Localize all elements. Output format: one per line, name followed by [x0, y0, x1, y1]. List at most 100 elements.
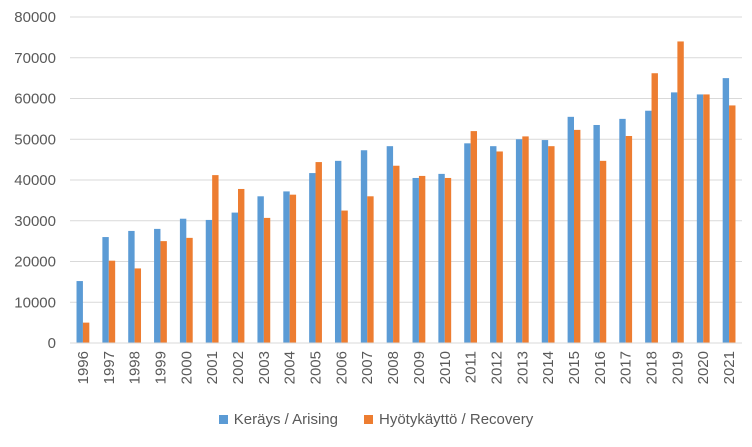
bar-arising	[645, 110, 652, 343]
x-tick-label: 2014	[540, 351, 557, 384]
bar-arising	[619, 118, 626, 343]
bar-arising	[76, 281, 83, 343]
x-tick-label: 2017	[618, 351, 635, 384]
bar-recovery	[574, 129, 581, 343]
x-tick-label: 2009	[411, 351, 428, 384]
bar-arising	[360, 150, 368, 343]
x-axis-ticks: 1996 1997 1998 1999 2000 2001 2002 2003 2004 2005…	[75, 351, 738, 384]
bar-arising	[386, 146, 394, 343]
y-tick-label: 0	[48, 335, 56, 352]
x-tick-label: 2006	[333, 351, 350, 384]
y-tick-label: 10000	[14, 294, 56, 311]
bar-arising	[102, 237, 109, 343]
x-tick-label: 2012	[488, 351, 505, 384]
legend-item-arising: Keräys / Arising	[218, 411, 338, 428]
x-tick-label: 1999	[152, 351, 169, 384]
legend: Keräys / Arising Hyötykäyttö / Recovery	[0, 411, 752, 428]
bar-arising	[567, 116, 574, 344]
bar-arising	[283, 191, 290, 343]
bar-recovery	[651, 73, 658, 344]
y-tick-label: 30000	[14, 213, 56, 230]
bar-recovery	[548, 146, 555, 343]
bar-recovery	[238, 188, 245, 343]
bar-recovery	[134, 268, 142, 343]
x-tick-label: 1996	[75, 351, 92, 384]
legend-item-recovery: Hyötykäyttö / Recovery	[364, 411, 533, 428]
x-tick-label: 2015	[566, 351, 583, 384]
x-tick-label: 2013	[514, 351, 531, 384]
bar-arising	[670, 92, 678, 343]
bar-recovery	[393, 165, 400, 343]
bar-arising	[541, 140, 549, 343]
bars	[76, 41, 736, 344]
bar-arising	[464, 143, 471, 343]
x-tick-label: 2007	[359, 351, 376, 384]
bar-recovery	[625, 135, 633, 343]
bar-recovery	[703, 94, 710, 343]
y-tick-label: 70000	[14, 50, 56, 67]
bar-arising	[309, 173, 316, 343]
bar-recovery	[496, 151, 503, 343]
bar-arising	[438, 173, 445, 343]
y-tick-label: 40000	[14, 172, 56, 189]
bar-recovery	[263, 217, 271, 343]
bar-recovery	[186, 237, 193, 343]
x-tick-label: 2003	[256, 351, 273, 384]
x-tick-label: 2011	[463, 351, 480, 383]
bar-recovery	[677, 41, 684, 343]
bar-arising	[179, 218, 187, 343]
x-tick-label: 2019	[669, 351, 686, 384]
y-tick-label: 60000	[14, 91, 56, 108]
bar-arising	[205, 219, 213, 343]
bar-recovery	[729, 105, 736, 344]
bar-recovery	[289, 194, 297, 343]
bar-recovery	[522, 136, 529, 343]
x-tick-label: 2021	[721, 351, 738, 384]
bar-recovery	[418, 175, 426, 343]
legend-label-recovery: Hyötykäyttö / Recovery	[379, 411, 534, 428]
bar-arising	[490, 146, 497, 343]
bar-recovery	[444, 177, 452, 343]
bar-arising	[412, 177, 419, 343]
x-tick-label: 2004	[282, 351, 299, 384]
bar-arising	[231, 212, 238, 343]
bar-arising	[696, 94, 704, 343]
x-tick-label: 2001	[204, 351, 221, 384]
y-tick-label: 20000	[14, 254, 56, 271]
bar-arising	[128, 230, 135, 343]
bar-recovery	[212, 175, 219, 343]
x-tick-label: 2016	[592, 351, 609, 384]
bar-arising	[722, 78, 730, 343]
y-tick-label: 80000	[14, 9, 56, 26]
x-tick-label: 2005	[308, 351, 325, 384]
bar-recovery	[367, 196, 374, 343]
y-tick-label: 50000	[14, 131, 56, 148]
x-tick-label: 2018	[644, 351, 661, 384]
bar-recovery	[599, 160, 607, 343]
bar-recovery	[470, 131, 478, 343]
bar-arising	[593, 124, 600, 343]
bar-recovery	[160, 241, 167, 343]
x-tick-label: 2002	[230, 351, 247, 384]
bar-arising	[515, 139, 523, 343]
x-tick-label: 2008	[385, 351, 402, 384]
x-tick-label: 2000	[178, 351, 195, 384]
x-tick-label: 1998	[127, 351, 144, 384]
bar-recovery	[108, 260, 116, 343]
bar-recovery	[82, 322, 90, 343]
legend-swatch-arising	[218, 415, 228, 424]
bar-arising	[257, 196, 264, 343]
x-tick-label: 2010	[437, 351, 454, 384]
legend-swatch-recovery	[364, 415, 373, 424]
x-tick-label: 2020	[695, 351, 712, 384]
bar-recovery	[315, 162, 322, 343]
x-tick-label: 1997	[101, 351, 118, 384]
bar-arising	[334, 160, 342, 343]
gridlines	[70, 16, 742, 303]
bar-arising	[154, 228, 161, 343]
y-axis-ticks: 0 10000 20000 30000 40000 50000 60000 70000 8000…	[14, 9, 56, 352]
bar-recovery	[341, 210, 348, 343]
legend-label-arising: Keräys / Arising	[233, 411, 338, 428]
